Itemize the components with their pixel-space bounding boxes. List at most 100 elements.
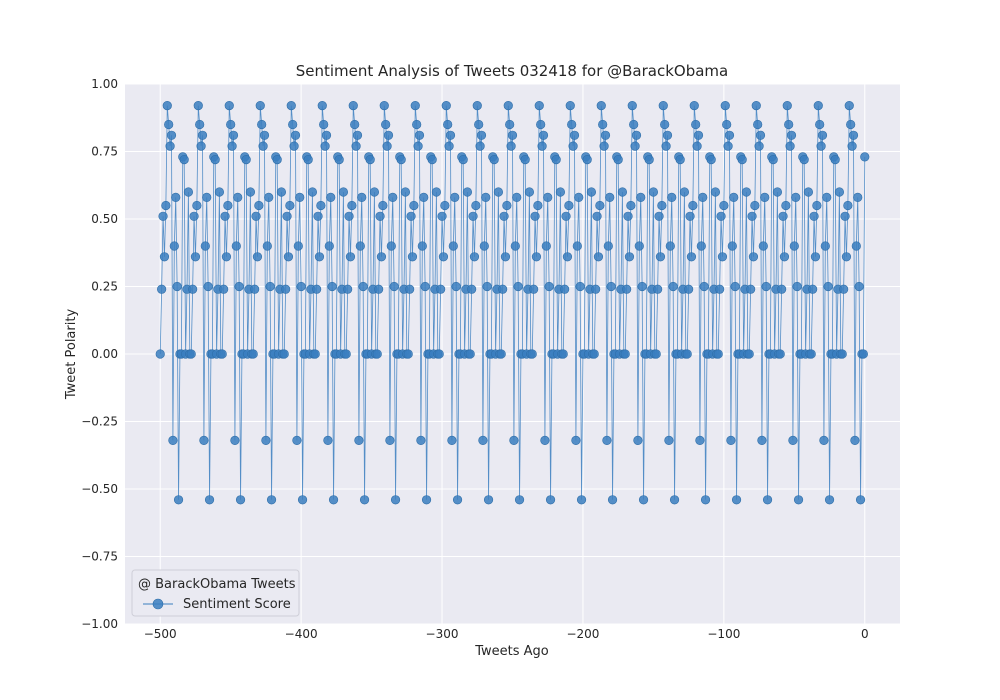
data-point: [282, 211, 292, 221]
data-point: [824, 495, 835, 505]
data-point: [696, 241, 706, 251]
data-point: [760, 192, 770, 202]
data-point: [381, 119, 391, 130]
data-point: [328, 495, 339, 505]
data-point: [530, 211, 540, 221]
data-point: [793, 495, 804, 505]
data-point: [471, 200, 481, 211]
data-point: [197, 130, 208, 140]
data-point: [386, 241, 396, 251]
data-point: [443, 119, 453, 130]
data-point: [283, 252, 294, 262]
data-point: [531, 252, 542, 262]
data-point: [667, 192, 677, 202]
data-point: [817, 130, 828, 140]
data-point: [445, 130, 456, 140]
data-point: [720, 100, 730, 111]
y-tick-label: 0.00: [91, 347, 118, 361]
data-point: [638, 495, 649, 505]
data-point: [314, 252, 325, 262]
data-point: [227, 141, 237, 151]
data-point: [172, 281, 182, 292]
data-point: [514, 495, 525, 505]
data-point: [285, 200, 295, 211]
data-point: [698, 192, 708, 202]
data-point: [375, 211, 385, 221]
data-point: [441, 100, 451, 111]
data-point: [651, 349, 661, 359]
data-point: [190, 252, 201, 262]
data-point: [289, 141, 299, 151]
data-point: [617, 187, 628, 197]
data-point: [279, 349, 289, 359]
data-point: [344, 211, 354, 221]
data-point: [513, 281, 523, 292]
data-point: [200, 241, 210, 251]
data-point: [568, 141, 578, 151]
data-point: [235, 495, 246, 505]
data-point: [248, 349, 258, 359]
data-point: [220, 211, 230, 221]
data-point: [858, 349, 868, 359]
data-point: [447, 435, 457, 446]
data-point: [808, 284, 818, 294]
data-point: [684, 284, 694, 294]
data-point: [444, 141, 454, 151]
data-point: [183, 187, 194, 197]
data-point: [489, 155, 499, 165]
data-point: [265, 281, 275, 292]
data-point: [231, 241, 241, 251]
data-point: [689, 100, 699, 111]
data-point: [537, 141, 547, 151]
data-point: [762, 495, 773, 505]
data-point: [326, 192, 336, 202]
data-point: [544, 281, 554, 292]
data-point: [527, 349, 537, 359]
data-point: [561, 211, 571, 221]
data-point: [228, 130, 239, 140]
data-point: [716, 211, 726, 221]
data-point: [575, 281, 585, 292]
data-point: [540, 435, 550, 446]
data-point: [633, 435, 643, 446]
data-point: [293, 241, 303, 251]
data-point: [631, 130, 642, 140]
data-point: [230, 435, 240, 446]
data-point: [750, 200, 760, 211]
data-point: [286, 100, 296, 111]
data-point: [576, 495, 587, 505]
data-point: [854, 281, 864, 292]
data-point: [545, 495, 556, 505]
data-point: [536, 119, 546, 130]
data-point: [860, 152, 870, 162]
data-point: [186, 349, 196, 359]
data-point: [468, 211, 478, 221]
data-point: [365, 155, 375, 165]
data-point: [406, 211, 416, 221]
data-point: [462, 187, 473, 197]
data-point: [751, 100, 761, 111]
data-point: [758, 241, 768, 251]
legend: @ BarackObama Tweets Sentiment Score: [131, 569, 300, 617]
data-point: [847, 141, 857, 151]
data-point: [662, 130, 673, 140]
data-point: [379, 100, 389, 111]
data-point: [729, 192, 739, 202]
data-point: [658, 100, 668, 111]
data-point: [727, 241, 737, 251]
data-point: [682, 349, 692, 359]
y-tick-label: −1.00: [81, 617, 118, 631]
data-point: [695, 435, 705, 446]
data-point: [297, 495, 308, 505]
data-point: [661, 141, 671, 151]
data-point: [458, 155, 468, 165]
data-point: [620, 349, 630, 359]
data-point: [747, 211, 757, 221]
data-point: [258, 141, 268, 151]
data-point: [630, 141, 640, 151]
data-point: [161, 200, 171, 211]
data-point: [403, 349, 413, 359]
data-point: [348, 100, 358, 111]
legend-box: [131, 569, 300, 617]
data-point: [624, 252, 635, 262]
